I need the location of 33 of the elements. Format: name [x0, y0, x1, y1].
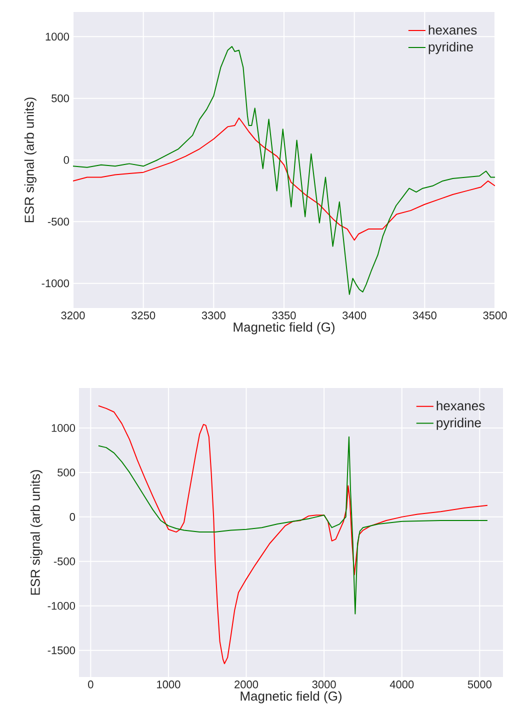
y-tick-label: 500: [58, 468, 76, 476]
x-tick-label: 3350: [272, 312, 296, 320]
x-tick-label: 2000: [234, 680, 258, 688]
x-tick-label: 3500: [483, 312, 507, 320]
y-tick-label: -1500: [48, 646, 76, 654]
legend-label: pyridine: [436, 418, 481, 430]
x-tick-label: 1000: [157, 680, 180, 688]
x-tick-label: 3200: [61, 312, 85, 320]
y-tick-label: 0: [70, 513, 76, 521]
x-axis-title: Magnetic field (G): [234, 322, 334, 334]
y-axis-title: ESR signal (arb units): [24, 98, 36, 222]
legend-label: hexanes: [428, 25, 477, 35]
x-tick-label: 3450: [412, 312, 436, 320]
legend-label: pyridine: [428, 42, 473, 54]
x-tick-label: 0: [88, 680, 94, 688]
x-tick-label: 5000: [468, 680, 492, 688]
y-tick-label: 1000: [46, 32, 70, 41]
y-tick-label: -1000: [48, 602, 76, 610]
y-tick-label: -500: [48, 218, 70, 226]
y-axis-title: ESR signal (arb units): [30, 470, 42, 595]
y-tick-label: -500: [54, 558, 76, 566]
legend-label: hexanes: [436, 400, 485, 410]
x-tick-label: 3300: [202, 312, 226, 320]
y-tick-label: 0: [64, 156, 70, 164]
y-tick-label: -1000: [42, 279, 70, 288]
y-tick-label: 500: [52, 94, 70, 102]
x-tick-label: 3400: [342, 312, 366, 320]
y-tick-label: 1000: [52, 424, 76, 432]
x-axis-title: Magnetic field (G): [240, 691, 342, 704]
line-series: [98, 436, 488, 614]
x-tick-label: 3250: [132, 312, 156, 320]
x-tick-label: 4000: [390, 680, 414, 688]
x-tick-label: 3000: [312, 680, 336, 688]
